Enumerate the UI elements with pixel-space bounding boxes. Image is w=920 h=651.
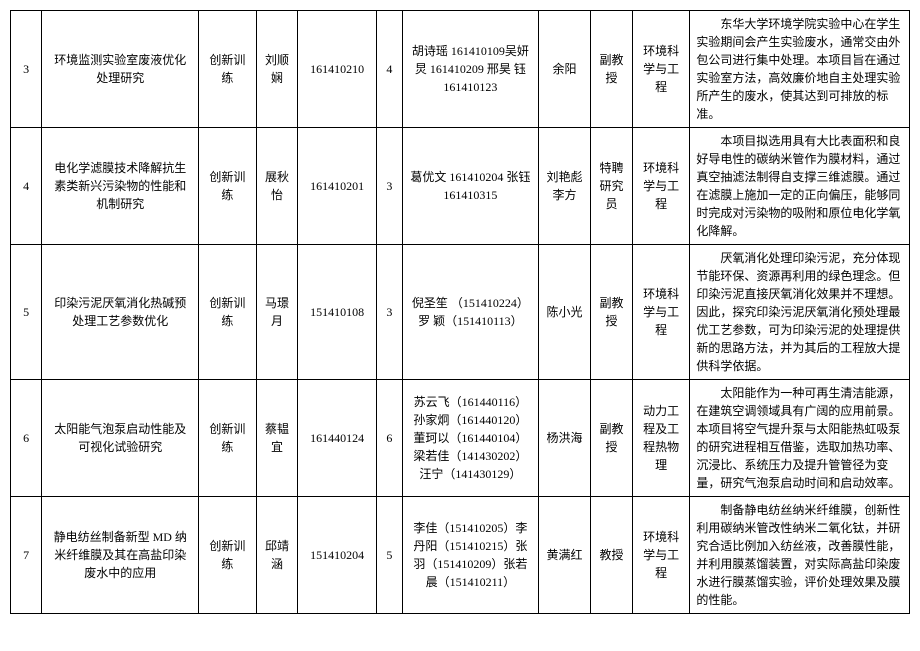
cell-num: 3: [376, 245, 402, 380]
cell-desc: 东华大学环境学院实验中心在学生实验期间会产生实验废水，通常交由外包公司进行集中处…: [690, 11, 910, 128]
table-row: 6太阳能气泡泵启动性能及可视化试验研究创新训练蔡韫宜1614401246苏云飞（…: [11, 380, 910, 497]
cell-id: 161410201: [298, 128, 376, 245]
cell-role: 副教授: [591, 245, 633, 380]
cell-type: 创新训练: [199, 245, 256, 380]
cell-id: 161410210: [298, 11, 376, 128]
cell-advisor: 陈小光: [538, 245, 590, 380]
table-row: 3环境监测实验室废液优化处理研究创新训练刘顺娴1614102104胡诗瑶 161…: [11, 11, 910, 128]
cell-type: 创新训练: [199, 380, 256, 497]
cell-role: 副教授: [591, 11, 633, 128]
cell-advisor: 余阳: [538, 11, 590, 128]
cell-field: 动力工程及工程热物理: [632, 380, 689, 497]
cell-leader: 邱靖涵: [256, 497, 298, 614]
cell-idx: 5: [11, 245, 42, 380]
cell-title: 太阳能气泡泵启动性能及可视化试验研究: [42, 380, 199, 497]
cell-leader: 马璟月: [256, 245, 298, 380]
cell-type: 创新训练: [199, 11, 256, 128]
cell-title: 静电纺丝制备新型 MD 纳米纤维膜及其在高盐印染废水中的应用: [42, 497, 199, 614]
cell-desc: 制备静电纺丝纳米纤维膜，创新性利用碳纳米管改性纳米二氧化钛，并研究合适比例加入纺…: [690, 497, 910, 614]
cell-id: 151410204: [298, 497, 376, 614]
cell-role: 教授: [591, 497, 633, 614]
cell-desc: 本项目拟选用具有大比表面积和良好导电性的碳纳米管作为膜材料，通过真空抽滤法制得自…: [690, 128, 910, 245]
cell-id: 161440124: [298, 380, 376, 497]
cell-idx: 3: [11, 11, 42, 128]
cell-idx: 7: [11, 497, 42, 614]
cell-leader: 蔡韫宜: [256, 380, 298, 497]
cell-members: 李佳（151410205）李丹阳（151410215）张羽（151410209）…: [402, 497, 538, 614]
cell-type: 创新训练: [199, 128, 256, 245]
cell-field: 环境科学与工程: [632, 11, 689, 128]
cell-members: 葛优文 161410204 张钰 161410315: [402, 128, 538, 245]
cell-advisor: 刘艳彪 李方: [538, 128, 590, 245]
cell-field: 环境科学与工程: [632, 245, 689, 380]
cell-num: 4: [376, 11, 402, 128]
projects-table: 3环境监测实验室废液优化处理研究创新训练刘顺娴1614102104胡诗瑶 161…: [10, 10, 910, 614]
table-row: 7静电纺丝制备新型 MD 纳米纤维膜及其在高盐印染废水中的应用创新训练邱靖涵15…: [11, 497, 910, 614]
cell-members: 倪圣笙 （151410224）罗 颖（151410113）: [402, 245, 538, 380]
cell-title: 电化学滤膜技术降解抗生素类新兴污染物的性能和机制研究: [42, 128, 199, 245]
cell-leader: 刘顺娴: [256, 11, 298, 128]
cell-leader: 展秋怡: [256, 128, 298, 245]
cell-num: 3: [376, 128, 402, 245]
cell-advisor: 杨洪海: [538, 380, 590, 497]
cell-role: 特聘研究员: [591, 128, 633, 245]
cell-field: 环境科学与工程: [632, 497, 689, 614]
cell-desc: 太阳能作为一种可再生清洁能源，在建筑空调领域具有广阔的应用前景。本项目将空气提升…: [690, 380, 910, 497]
cell-members: 苏云飞（161440116）孙家炯（161440120）董珂以（16144010…: [402, 380, 538, 497]
cell-idx: 4: [11, 128, 42, 245]
cell-type: 创新训练: [199, 497, 256, 614]
cell-advisor: 黄满红: [538, 497, 590, 614]
cell-idx: 6: [11, 380, 42, 497]
cell-field: 环境科学与工程: [632, 128, 689, 245]
cell-title: 印染污泥厌氧消化热碱预处理工艺参数优化: [42, 245, 199, 380]
table-row: 4电化学滤膜技术降解抗生素类新兴污染物的性能和机制研究创新训练展秋怡161410…: [11, 128, 910, 245]
cell-num: 5: [376, 497, 402, 614]
table-row: 5印染污泥厌氧消化热碱预处理工艺参数优化创新训练马璟月1514101083倪圣笙…: [11, 245, 910, 380]
cell-num: 6: [376, 380, 402, 497]
cell-desc: 厌氧消化处理印染污泥，充分体现节能环保、资源再利用的绿色理念。但印染污泥直接厌氧…: [690, 245, 910, 380]
cell-title: 环境监测实验室废液优化处理研究: [42, 11, 199, 128]
cell-role: 副教授: [591, 380, 633, 497]
cell-id: 151410108: [298, 245, 376, 380]
cell-members: 胡诗瑶 161410109吴妍炅 161410209 邢昊 钰 16141012…: [402, 11, 538, 128]
